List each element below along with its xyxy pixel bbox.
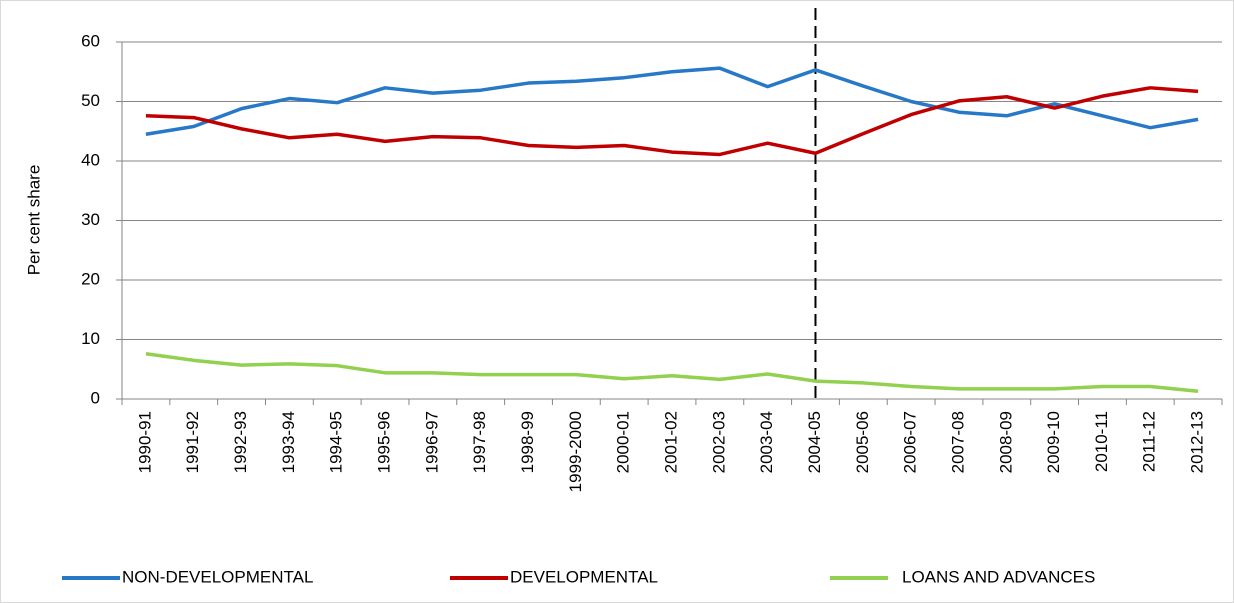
y-axis-label: Per cent share xyxy=(24,165,43,276)
y-tick-label: 10 xyxy=(81,329,100,348)
x-tick-label: 2006-07 xyxy=(901,411,920,473)
x-tick-label: 2003-04 xyxy=(757,411,776,473)
x-tick-label: 1992-93 xyxy=(231,411,250,473)
x-tick-label: 2004-05 xyxy=(805,411,824,473)
x-tick-label: 2002-03 xyxy=(709,411,728,473)
x-tick-label: 1990-91 xyxy=(135,411,154,473)
x-tick-label: 1996-97 xyxy=(422,411,441,473)
series-line xyxy=(145,352,1199,394)
x-tick-label: 2010-11 xyxy=(1092,411,1111,472)
y-tick-label: 0 xyxy=(91,388,100,407)
x-tick-label: 2005-06 xyxy=(853,411,872,473)
y-tick-label: 40 xyxy=(81,150,100,169)
x-tick-label: 2007-08 xyxy=(948,411,967,473)
legend-label: NON-DEVELOPMENTAL xyxy=(122,567,313,586)
y-tick-label: 20 xyxy=(81,269,100,288)
x-tick-label: 1995-96 xyxy=(375,411,394,473)
x-tick-label: 1991-92 xyxy=(183,411,202,473)
x-tick-label: 1999-2000 xyxy=(566,411,585,492)
legend-label: DEVELOPMENTAL xyxy=(510,567,658,586)
x-tick-label: 1997-98 xyxy=(470,411,489,473)
y-tick-label: 30 xyxy=(81,210,100,229)
y-tick-label: 50 xyxy=(81,91,100,110)
series-line xyxy=(145,86,1199,157)
x-tick-label: 2011-12 xyxy=(1140,411,1159,472)
series-line xyxy=(145,66,1199,136)
x-tick-label: 2012-13 xyxy=(1188,411,1207,473)
x-tick-label: 2009-10 xyxy=(1044,411,1063,473)
x-tick-label: 1993-94 xyxy=(279,411,298,473)
legend-label: LOANS AND ADVANCES xyxy=(902,567,1095,586)
x-tick-label: 1998-99 xyxy=(518,411,537,473)
x-tick-label: 2000-01 xyxy=(614,411,633,473)
x-tick-label: 2008-09 xyxy=(996,411,1015,473)
y-tick-label: 60 xyxy=(81,31,100,50)
x-tick-label: 1994-95 xyxy=(327,411,346,473)
x-tick-label: 2001-02 xyxy=(661,411,680,473)
